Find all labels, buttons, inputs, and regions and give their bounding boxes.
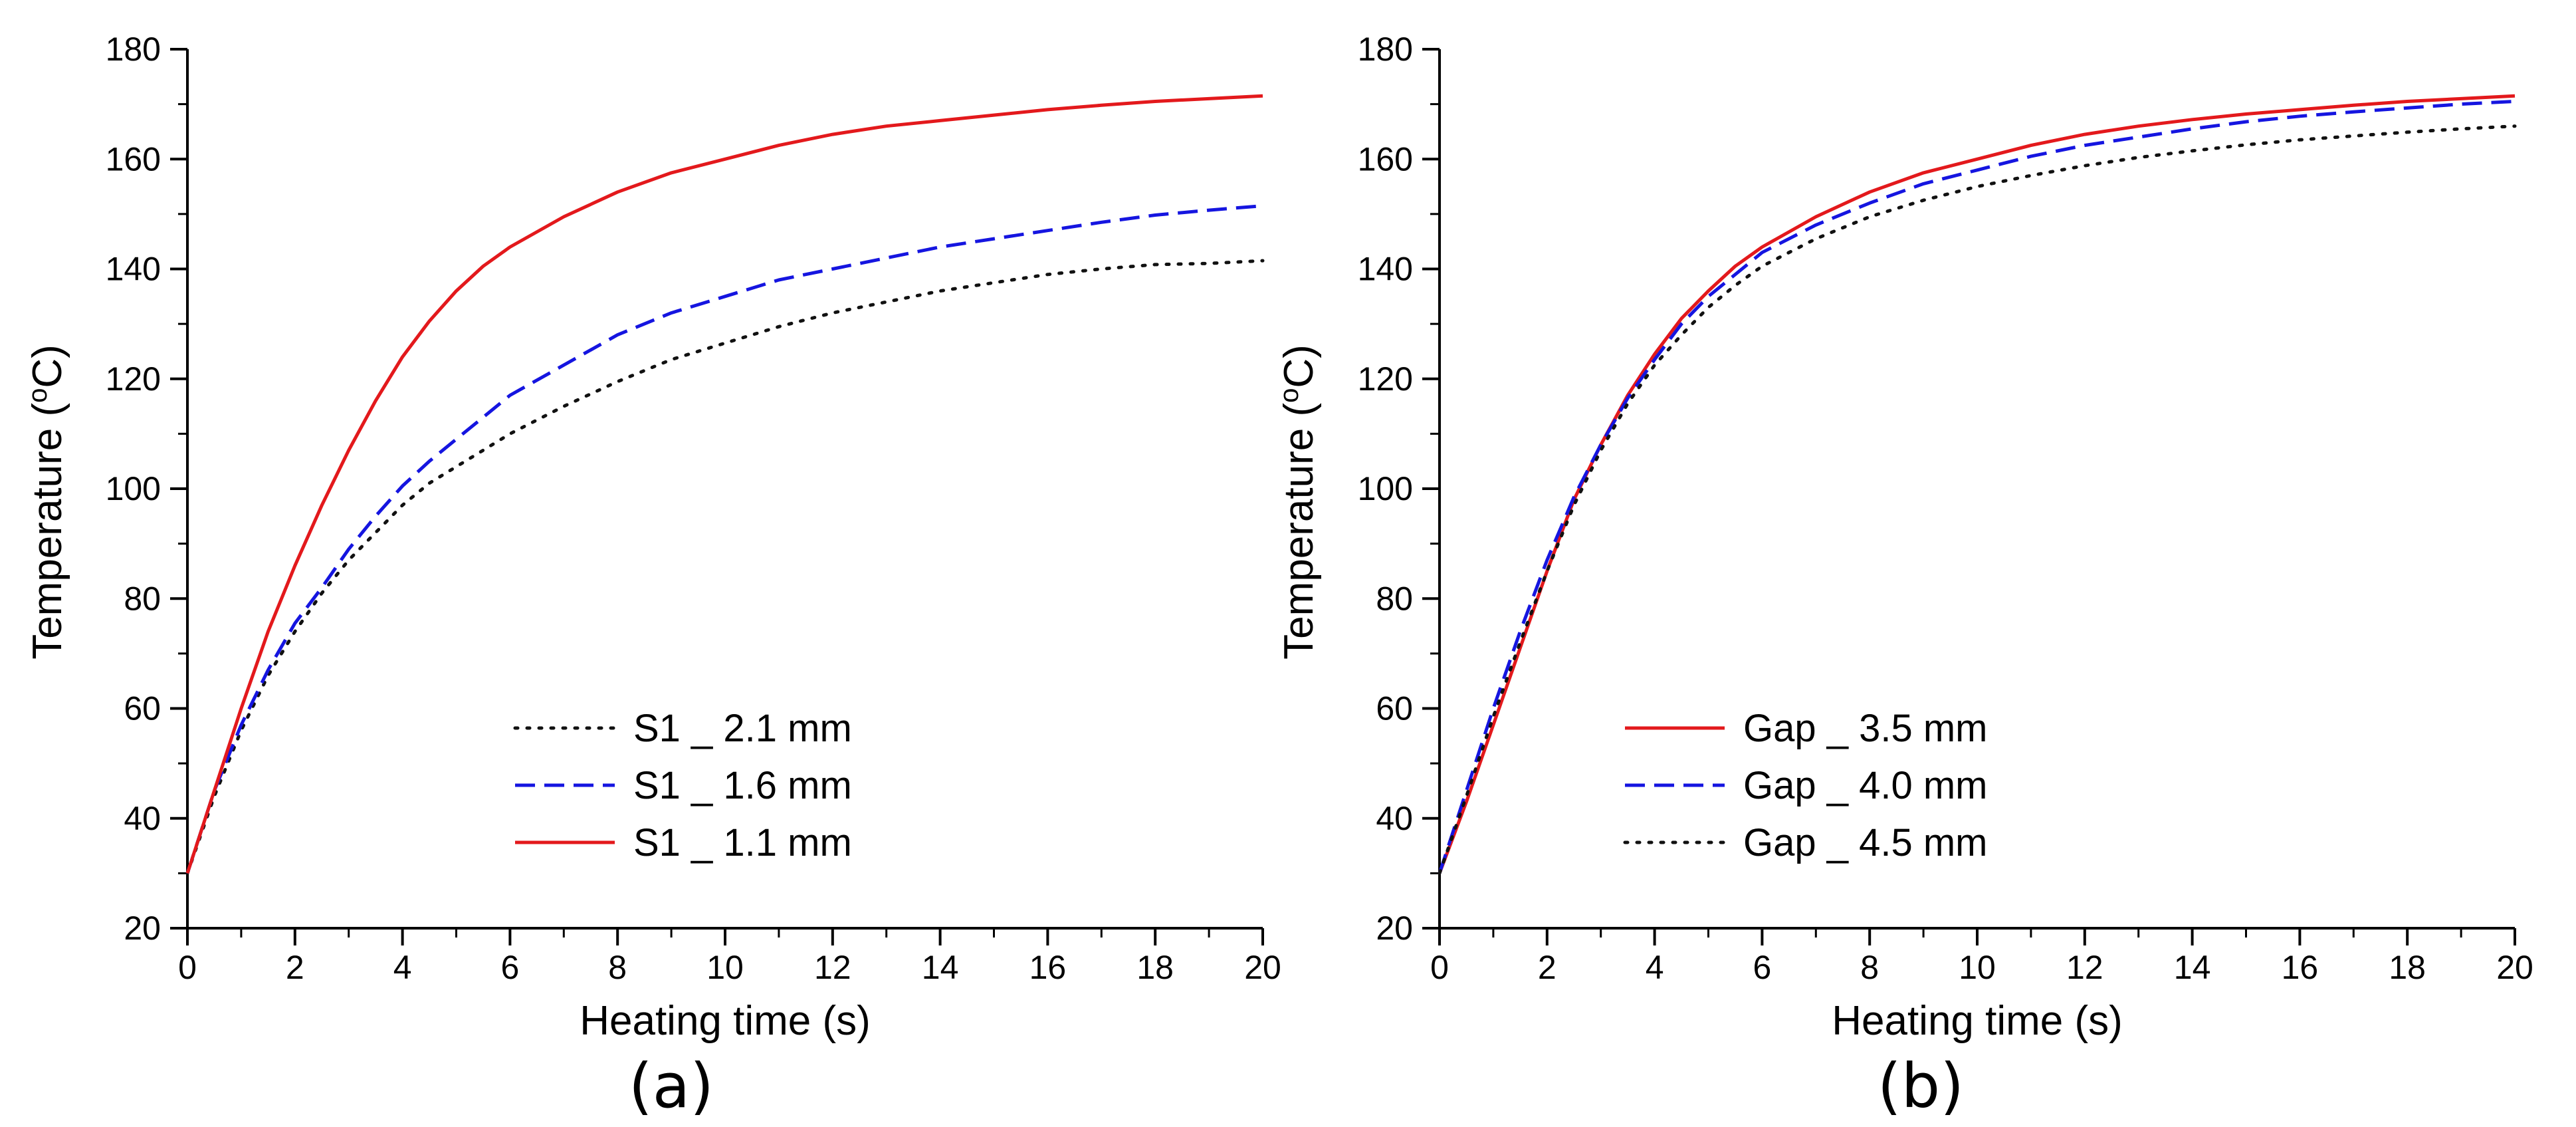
legend-label-1: Gap _ 3.5 mm [1743, 707, 1987, 750]
series-line-3 [185, 94, 1263, 874]
x-tick-label: 10 [1959, 949, 1996, 986]
x-tick-label: 4 [1646, 949, 1664, 986]
x-tick-label: 8 [1860, 949, 1879, 986]
y-tick-label: 180 [106, 31, 161, 68]
y-axis-title-main: Temperature ( [1276, 403, 1322, 660]
series-line-1 [1438, 94, 2516, 874]
y-tick-label: 60 [124, 690, 161, 727]
legend: Gap _ 3.5 mm Gap _ 4.0 mm Gap _ 4.5 mm [1623, 707, 1987, 864]
series-line-1 [185, 259, 1265, 875]
legend-label-3: Gap _ 4.5 mm [1743, 821, 1987, 864]
series-line-2 [185, 204, 1263, 874]
chart-panel-a: 0 2 4 6 8 10 12 14 16 18 20 20 40 60 80 100 120 140 160 180… [23, 31, 1281, 1122]
x-tick-label: 2 [286, 949, 304, 986]
x-tick-label: 0 [178, 949, 197, 986]
y-axis-title-superscript: o [1275, 388, 1304, 403]
y-tick-label: 20 [124, 910, 161, 947]
y-tick-label: 60 [1376, 690, 1413, 727]
y-axis-title-unit: C) [25, 344, 70, 388]
y-axis-title-unit: C) [1276, 344, 1322, 388]
x-tick-label: 2 [1538, 949, 1556, 986]
y-tick-label: 100 [106, 470, 161, 507]
y-tick-label: 140 [1358, 251, 1413, 288]
x-tick-label: 12 [814, 949, 851, 986]
legend-label-3: S1 _ 1.1 mm [633, 821, 852, 864]
y-axis-title: Temperature (oC) [1275, 344, 1322, 660]
y-tick-label: 100 [1358, 470, 1413, 507]
x-tick-label: 8 [608, 949, 627, 986]
panel-label: (a) [629, 1051, 714, 1122]
x-tick-label: 6 [500, 949, 519, 986]
y-tick-label: 160 [106, 140, 161, 178]
y-axis-title: Temperature (oC) [23, 344, 70, 660]
x-tick-label: 6 [1753, 949, 1771, 986]
y-tick-label: 40 [1376, 800, 1413, 837]
x-tick-label: 0 [1430, 949, 1449, 986]
x-tick-label: 10 [706, 949, 744, 986]
y-tick-label: 120 [106, 360, 161, 398]
y-axis-title-superscript: o [23, 388, 53, 403]
y-tick-label: 80 [124, 580, 161, 617]
x-axis-title: Heating time (s) [1832, 998, 2123, 1044]
legend-label-2: S1 _ 1.6 mm [633, 764, 852, 807]
x-axis-title: Heating time (s) [580, 998, 871, 1044]
panel-label: (b) [1878, 1051, 1964, 1122]
x-tick-label: 14 [922, 949, 959, 986]
y-tick-label: 40 [124, 800, 161, 837]
y-tick-label: 20 [1376, 910, 1413, 947]
legend: S1 _ 2.1 mm S1 _ 1.6 mm S1 _ 1.1 mm [513, 707, 852, 864]
y-tick-label: 80 [1376, 580, 1413, 617]
y-tick-label: 180 [1358, 31, 1413, 68]
x-tick-label: 20 [2496, 949, 2533, 986]
x-tick-label: 12 [2066, 949, 2103, 986]
series-line-2 [1438, 100, 2516, 874]
legend-label-2: Gap _ 4.0 mm [1743, 764, 1987, 807]
y-tick-label: 160 [1358, 140, 1413, 178]
x-tick-label: 20 [1244, 949, 1281, 986]
x-tick-label: 4 [393, 949, 412, 986]
x-tick-label: 16 [2282, 949, 2319, 986]
x-tick-label: 16 [1029, 949, 1067, 986]
x-tick-label: 14 [2174, 949, 2211, 986]
x-tick-label: 18 [1136, 949, 1174, 986]
y-tick-label: 140 [106, 251, 161, 288]
series-line-3 [1438, 124, 2517, 875]
legend-label-1: S1 _ 2.1 mm [633, 707, 852, 750]
chart-panel-b: 0 2 4 6 8 10 12 14 16 18 20 20 40 60 80 100 120 140 160 180… [1275, 31, 2533, 1122]
x-tick-label: 18 [2389, 949, 2426, 986]
y-tick-label: 120 [1358, 360, 1413, 398]
y-axis-title-main: Temperature ( [25, 403, 70, 660]
